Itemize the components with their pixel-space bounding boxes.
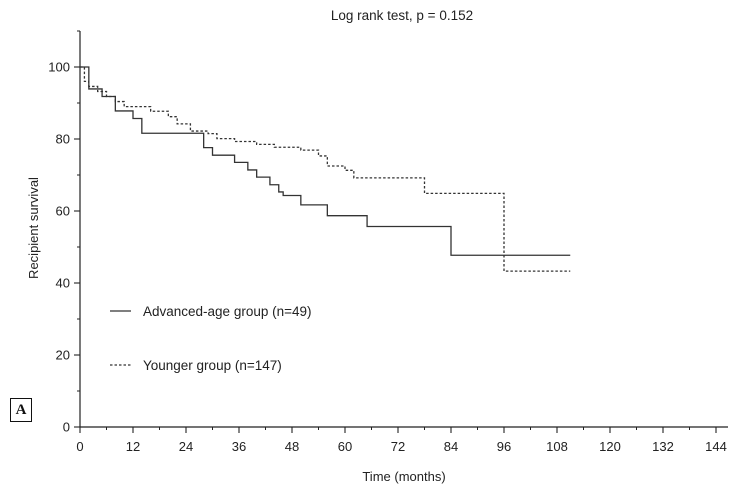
- x-tick-label: 48: [285, 439, 299, 454]
- x-tick-label: 24: [179, 439, 193, 454]
- y-tick-label: 0: [63, 420, 70, 435]
- x-tick-label: 144: [705, 439, 727, 454]
- y-tick-label: 60: [56, 204, 70, 219]
- x-tick-label: 108: [546, 439, 568, 454]
- x-tick-label: 96: [497, 439, 511, 454]
- curve-younger-group: [80, 66, 571, 272]
- x-tick-label: 12: [126, 439, 140, 454]
- legend-label-younger: Younger group (n=147): [143, 358, 282, 373]
- x-axis-title: Time (months): [362, 469, 445, 484]
- x-tick-label: 36: [232, 439, 246, 454]
- x-tick-label: 132: [652, 439, 674, 454]
- curve-advanced-age-group: [80, 66, 571, 256]
- legend: Advanced-age group (n=49) Younger group …: [110, 304, 312, 373]
- x-tick-label: 72: [391, 439, 405, 454]
- y-tick-label: 40: [56, 276, 70, 291]
- x-tick-label: 0: [76, 439, 83, 454]
- x-tick-label: 120: [599, 439, 621, 454]
- x-tick-label: 84: [444, 439, 458, 454]
- x-tick-label: 60: [338, 439, 352, 454]
- y-tick-label: 100: [48, 60, 70, 75]
- y-tick-label: 80: [56, 132, 70, 147]
- y-tick-label: 20: [56, 348, 70, 363]
- y-axis-title: Recipient survival: [26, 177, 41, 279]
- chart-title: Log rank test, p = 0.152: [331, 8, 473, 23]
- axes: 0 12 24 36 48 60 72 84 96 108 120 132 144 0 20 40 60 80 10…: [48, 30, 728, 454]
- legend-label-advanced-age: Advanced-age group (n=49): [143, 304, 312, 319]
- panel-label: A: [10, 398, 32, 422]
- survival-curves: [80, 66, 571, 272]
